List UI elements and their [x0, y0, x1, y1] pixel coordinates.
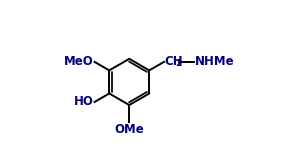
Text: HO: HO — [74, 96, 94, 108]
Text: 2: 2 — [175, 59, 181, 68]
Text: CH: CH — [165, 55, 183, 68]
Text: NHMe: NHMe — [195, 55, 234, 68]
Text: MeO: MeO — [64, 55, 94, 68]
Text: OMe: OMe — [114, 123, 144, 136]
